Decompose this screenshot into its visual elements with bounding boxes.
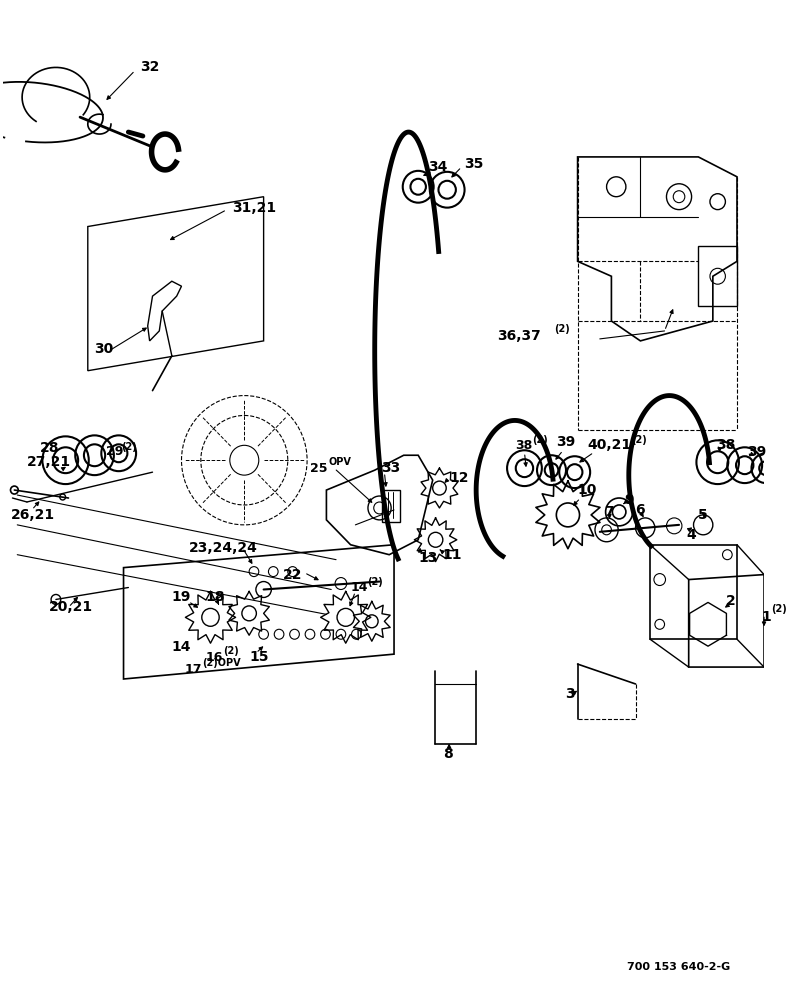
Text: 23,24,24: 23,24,24 xyxy=(189,541,258,555)
Text: 10: 10 xyxy=(578,483,597,497)
Text: 5: 5 xyxy=(698,508,708,522)
Text: 6: 6 xyxy=(636,503,645,517)
Text: 20,21: 20,21 xyxy=(49,600,93,614)
Text: 35: 35 xyxy=(465,157,484,171)
Text: 16: 16 xyxy=(206,651,223,664)
Text: 38: 38 xyxy=(515,439,532,452)
Text: 30: 30 xyxy=(95,342,113,356)
Text: 15: 15 xyxy=(249,650,269,664)
Text: 11: 11 xyxy=(442,548,462,562)
Text: (2): (2) xyxy=(223,646,239,656)
Text: 18: 18 xyxy=(206,590,225,604)
Text: 40,21: 40,21 xyxy=(587,438,631,452)
Text: (2): (2) xyxy=(532,435,548,445)
Text: 17: 17 xyxy=(184,663,202,676)
Text: 32: 32 xyxy=(140,60,159,74)
Text: (2): (2) xyxy=(121,442,137,452)
Text: 9: 9 xyxy=(624,493,634,507)
Text: 22: 22 xyxy=(283,568,303,582)
Text: 25: 25 xyxy=(310,462,328,475)
Text: 3: 3 xyxy=(565,687,574,701)
Text: 29: 29 xyxy=(106,445,124,458)
Text: 2: 2 xyxy=(726,594,735,608)
Text: 700 153 640-2-G: 700 153 640-2-G xyxy=(627,962,730,972)
Text: 8: 8 xyxy=(444,747,453,761)
Text: 19: 19 xyxy=(172,590,191,604)
Text: 39: 39 xyxy=(747,445,766,459)
Bar xyxy=(382,490,400,522)
Text: 14: 14 xyxy=(351,581,368,594)
Text: 14: 14 xyxy=(172,640,191,654)
Text: 31,21: 31,21 xyxy=(232,201,276,215)
Text: OPV: OPV xyxy=(329,457,351,467)
Text: 26,21: 26,21 xyxy=(10,508,54,522)
Text: 1: 1 xyxy=(761,610,771,624)
Text: (2): (2) xyxy=(630,435,646,445)
Text: 12: 12 xyxy=(449,471,469,485)
Text: 4: 4 xyxy=(687,528,697,542)
Text: 34: 34 xyxy=(428,160,448,174)
Text: (2): (2) xyxy=(555,324,571,334)
Text: (2)OPV: (2)OPV xyxy=(202,658,240,668)
Text: (2): (2) xyxy=(771,604,786,614)
Text: 39: 39 xyxy=(556,435,575,449)
Text: 7: 7 xyxy=(604,505,613,519)
Text: 36,37: 36,37 xyxy=(497,329,541,343)
Text: (2): (2) xyxy=(367,577,383,587)
Text: 38: 38 xyxy=(716,438,735,452)
Text: 33: 33 xyxy=(381,461,401,475)
Text: 27,21: 27,21 xyxy=(27,455,71,469)
Text: 28: 28 xyxy=(39,441,59,455)
Text: 13: 13 xyxy=(418,551,437,565)
